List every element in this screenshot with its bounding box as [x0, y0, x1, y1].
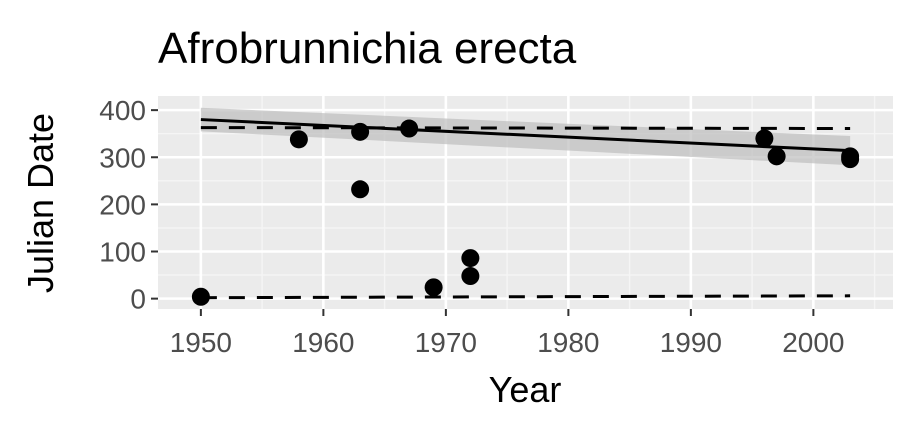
x-axis-title: Year [489, 369, 562, 410]
trend-line [200, 118, 851, 153]
data-point [755, 129, 774, 148]
x-tick-label: 1980 [537, 327, 599, 358]
x-tick-label: 1970 [415, 327, 477, 358]
y-tick-label: 100 [99, 237, 146, 268]
y-tick-label: 300 [99, 142, 146, 173]
y-tick-label: 0 [130, 284, 146, 315]
x-tick-label: 1990 [660, 327, 722, 358]
data-point [351, 180, 370, 199]
data-point [461, 249, 480, 268]
data-point [461, 267, 480, 286]
data-point [424, 278, 443, 297]
dashed-upper-line [200, 126, 851, 131]
x-tick-label: 1960 [292, 327, 354, 358]
data-point [767, 147, 786, 166]
data-point [351, 122, 370, 141]
chart-title: Afrobrunnichia erecta [158, 24, 577, 73]
x-tick-label: 2000 [782, 327, 844, 358]
regression-lines [200, 118, 851, 300]
data-point [191, 287, 210, 306]
y-axis-title: Julian Date [20, 113, 61, 293]
x-tick-label: 1950 [170, 327, 232, 358]
data-points [191, 119, 860, 306]
x-axis-ticks: 1950 1960 1970 1980 1990 2000 [170, 309, 845, 358]
y-axis-ticks: 0 100 200 300 400 [99, 95, 158, 315]
data-point [400, 119, 419, 138]
dashed-lower-line [200, 294, 851, 300]
y-tick-label: 400 [99, 95, 146, 126]
data-point [841, 150, 860, 169]
data-point [289, 130, 308, 149]
y-tick-label: 200 [99, 189, 146, 220]
